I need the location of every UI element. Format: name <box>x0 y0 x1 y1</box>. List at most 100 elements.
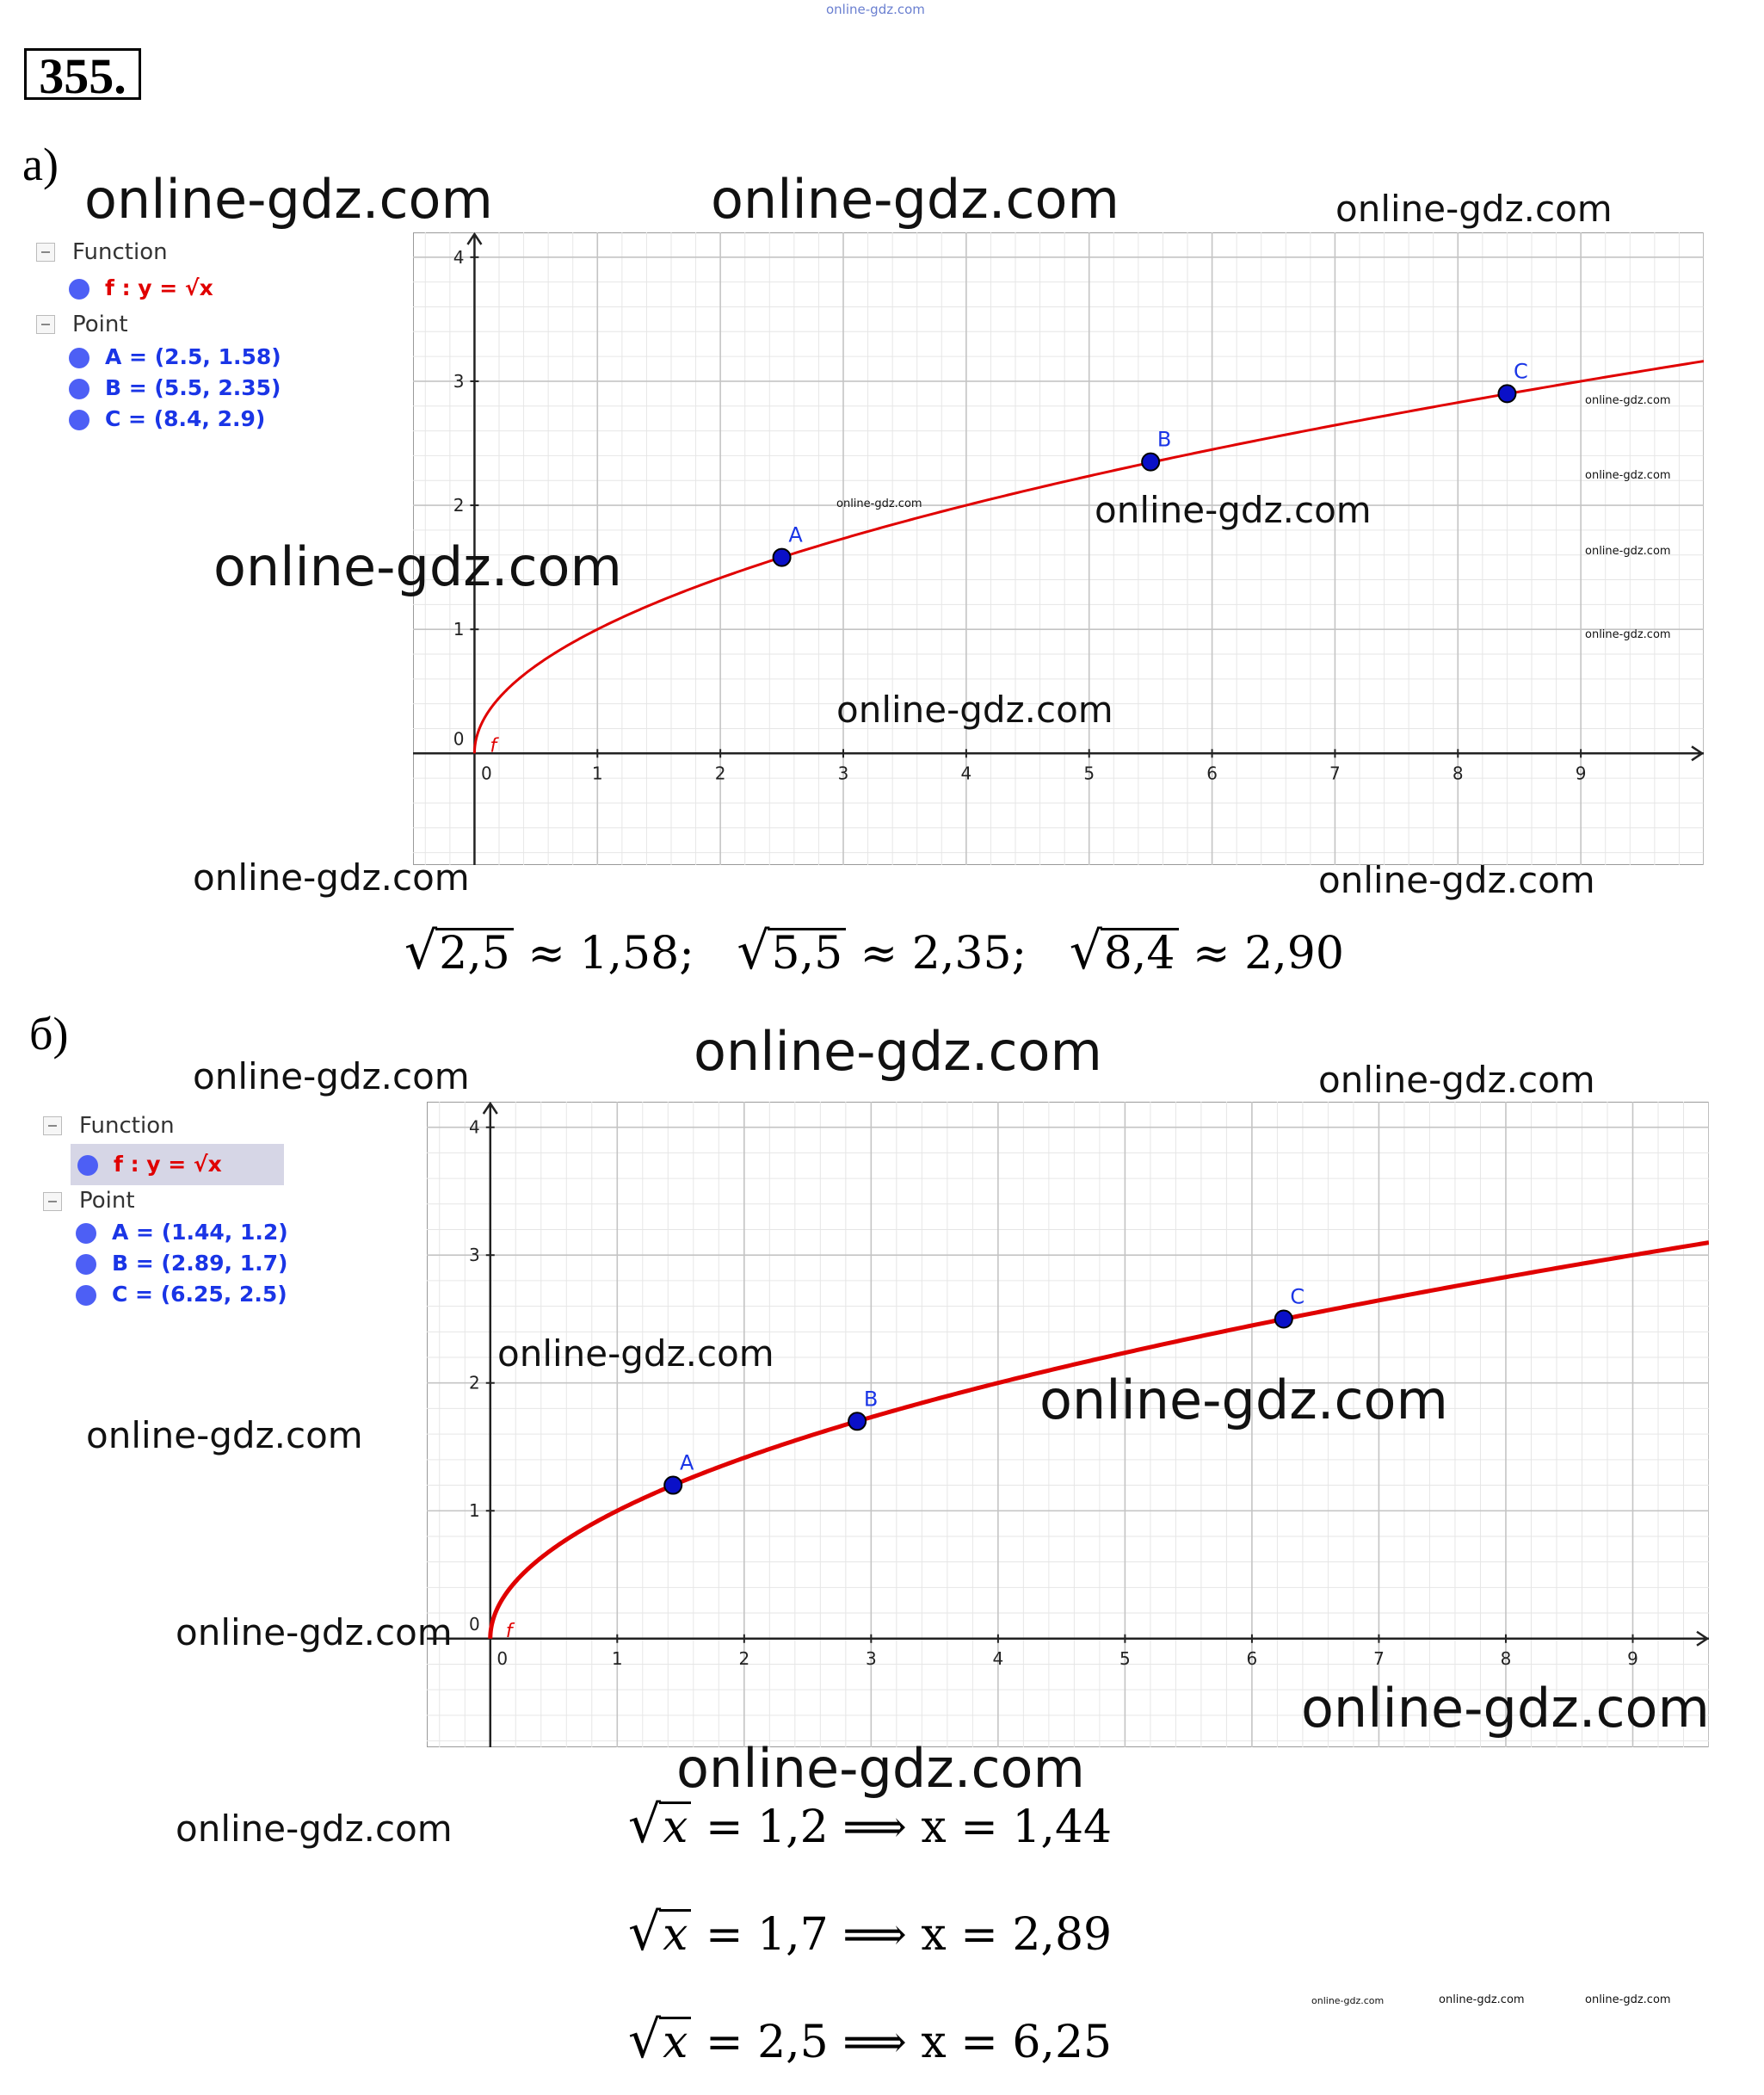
function-row[interactable]: f : y = √x <box>69 275 213 300</box>
x-tick-label: 9 <box>1627 1648 1638 1669</box>
watermark: online-gdz.com <box>213 535 622 598</box>
watermark: online-gdz.com <box>676 1737 1085 1800</box>
point-label: A = (2.5, 1.58) <box>105 344 281 369</box>
visibility-dot-icon[interactable] <box>69 379 89 399</box>
watermark: online-gdz.com <box>1585 1993 1671 2006</box>
part-b-label: б) <box>29 1008 69 1060</box>
plot-area <box>413 232 1704 865</box>
y-tick-label: 1 <box>453 619 465 640</box>
watermark: online-gdz.com <box>836 689 1113 731</box>
task-number: 355. <box>24 48 141 102</box>
function-category: Function <box>79 1113 175 1139</box>
approx-value: ≈ 2,90 <box>1178 928 1344 980</box>
radicand: 8,4 <box>1100 928 1179 978</box>
graph-a[interactable]: 0 1 2 3 4 5 6 7 8 9 0 1 2 3 4 f A B C <box>413 232 1704 865</box>
x-tick-label: 5 <box>1083 763 1095 783</box>
x-tick-label: 1 <box>612 1648 623 1669</box>
visibility-dot-icon[interactable] <box>76 1254 96 1275</box>
point-label: B = (5.5, 2.35) <box>105 375 281 400</box>
approx-value: ≈ 2,35; <box>846 928 1027 980</box>
point-label: C = (6.25, 2.5) <box>112 1282 287 1307</box>
x-tick-label: 4 <box>992 1648 1003 1669</box>
watermark: online-gdz.com <box>711 168 1119 231</box>
x-tick-label: 6 <box>1206 763 1218 783</box>
watermark: online-gdz.com <box>1585 628 1671 641</box>
watermark: online-gdz.com <box>193 1055 470 1097</box>
x-axis-arrow-icon <box>1691 745 1704 762</box>
sqrt-sign: √ <box>737 921 770 981</box>
y-axis-arrow-icon <box>482 1102 498 1115</box>
point-name-label: C <box>1514 359 1528 383</box>
point-row-a[interactable]: A = (2.5, 1.58) <box>69 344 281 369</box>
collapse-function-icon[interactable] <box>36 243 55 262</box>
point-name-label: A <box>680 1451 694 1475</box>
watermark: online-gdz.com <box>176 1808 453 1850</box>
y-tick-label: 1 <box>469 1500 480 1521</box>
watermark: online-gdz.com <box>193 856 470 899</box>
point-row-b[interactable]: B = (2.89, 1.7) <box>76 1251 287 1276</box>
collapse-point-icon[interactable] <box>36 315 55 334</box>
x-tick-label: 1 <box>592 763 603 783</box>
data-point <box>1497 384 1517 404</box>
data-point <box>772 547 792 567</box>
visibility-dot-icon[interactable] <box>69 279 89 300</box>
data-point <box>1141 452 1161 472</box>
collapse-function-icon[interactable] <box>43 1116 62 1135</box>
point-label: B = (2.89, 1.7) <box>112 1251 288 1276</box>
x-tick-label: 2 <box>738 1648 749 1669</box>
y-tick-label: 0 <box>469 1614 480 1635</box>
radicand: x <box>659 2017 692 2067</box>
sqrt-curve <box>488 1240 1709 1639</box>
function-expression: f : y = √x <box>105 275 213 300</box>
watermark: online-gdz.com <box>1301 1677 1710 1740</box>
y-tick-label: 4 <box>469 1117 480 1138</box>
watermark: online-gdz.com <box>84 168 493 231</box>
visibility-dot-icon[interactable] <box>69 410 89 430</box>
sqrt-sign: √ <box>628 1902 662 1962</box>
visibility-dot-icon[interactable] <box>77 1155 98 1176</box>
equation-rest: = 1,2 ⟹ x = 1,44 <box>691 1801 1113 1853</box>
x-tick-label: 9 <box>1576 763 1587 783</box>
algebra-panel-b: Function f : y = √x Point A = (1.44, 1.2… <box>34 1106 413 1313</box>
point-label: C = (8.4, 2.9) <box>105 406 266 431</box>
function-row[interactable]: f : y = √x <box>71 1144 284 1185</box>
function-expression: f : y = √x <box>114 1152 222 1177</box>
watermark: online-gdz.com <box>836 497 922 510</box>
radicand: x <box>659 1801 692 1851</box>
visibility-dot-icon[interactable] <box>76 1285 96 1306</box>
visibility-dot-icon[interactable] <box>69 348 89 368</box>
radicand: 2,5 <box>435 928 514 978</box>
collapse-point-icon[interactable] <box>43 1192 62 1211</box>
sqrt-sign: √ <box>628 1795 662 1855</box>
visibility-dot-icon[interactable] <box>76 1223 96 1244</box>
point-row-a[interactable]: A = (1.44, 1.2) <box>76 1220 288 1245</box>
y-tick-label: 4 <box>453 247 465 268</box>
point-row-c[interactable]: C = (6.25, 2.5) <box>76 1282 287 1307</box>
equation-b-1: √x = 1,2 ⟹ x = 1,44 <box>628 1795 1112 1855</box>
watermark: online-gdz.com <box>1585 545 1671 558</box>
watermark: online-gdz.com <box>176 1611 453 1653</box>
x-axis-arrow-icon <box>1696 1630 1709 1647</box>
header-watermark: online-gdz.com <box>826 2 925 17</box>
data-point <box>663 1475 683 1495</box>
graph-b[interactable]: 0 1 2 3 4 5 6 7 8 9 0 1 2 3 4 f A B C <box>427 1102 1709 1747</box>
x-tick-label: 6 <box>1247 1648 1258 1669</box>
x-tick-label: 3 <box>866 1648 877 1669</box>
watermark: online-gdz.com <box>497 1332 774 1375</box>
x-tick-label: 4 <box>960 763 971 783</box>
equation-b-3: √x = 2,5 ⟹ x = 6,25 <box>628 2010 1112 2070</box>
algebra-panel-a: Function f : y = √x Point A = (2.5, 1.58… <box>28 232 406 439</box>
point-category: Point <box>72 312 128 337</box>
point-name-label: B <box>1157 428 1171 452</box>
x-tick-label: 0 <box>497 1648 508 1669</box>
watermark: online-gdz.com <box>1311 1995 1385 2006</box>
watermark: online-gdz.com <box>1585 469 1671 482</box>
point-row-c[interactable]: C = (8.4, 2.9) <box>69 406 265 431</box>
x-tick-label: 5 <box>1119 1648 1131 1669</box>
function-label: f <box>506 1621 515 1642</box>
x-tick-label: 7 <box>1329 763 1341 783</box>
y-tick-label: 2 <box>469 1373 480 1394</box>
point-row-b[interactable]: B = (5.5, 2.35) <box>69 375 281 400</box>
sqrt-sign: √ <box>404 921 438 981</box>
watermark: online-gdz.com <box>86 1414 363 1456</box>
